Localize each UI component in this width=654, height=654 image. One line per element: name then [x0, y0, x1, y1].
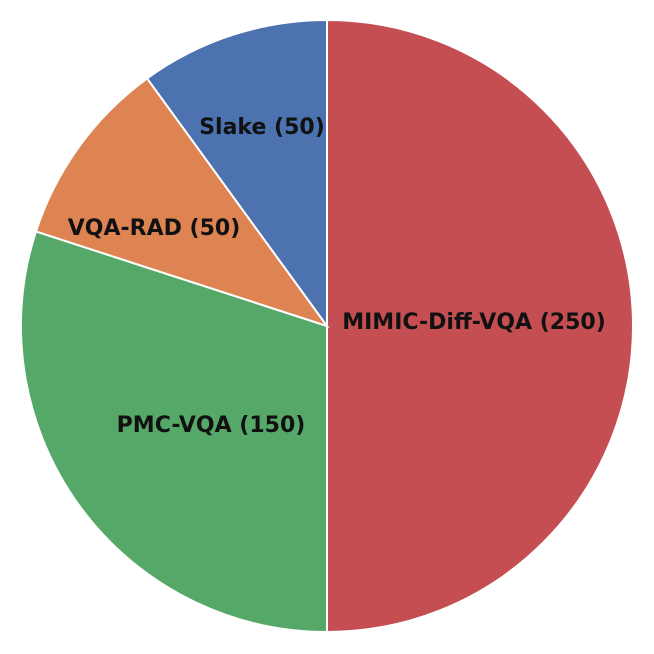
pie-slice-slake	[145, 18, 328, 330]
pie-label-vqa-rad: VQA-RAD (50)	[68, 216, 241, 241]
pie-label-mimic-diff-vqa: MIMIC-Diff-VQA (250)	[342, 310, 606, 335]
pie-slice-vqa-rad	[34, 77, 330, 328]
pie-label-slake: Slake (50)	[199, 115, 325, 140]
pie-slice-mimic-diff-vqa	[326, 18, 634, 634]
pie-slice-pmc-vqa	[20, 230, 328, 634]
pie-labels: MIMIC-Diff-VQA (250) PMC-VQA (150) VQA-RAD…	[68, 115, 606, 438]
pie-slices	[20, 18, 634, 634]
pie-label-pmc-vqa: PMC-VQA (150)	[117, 413, 306, 438]
